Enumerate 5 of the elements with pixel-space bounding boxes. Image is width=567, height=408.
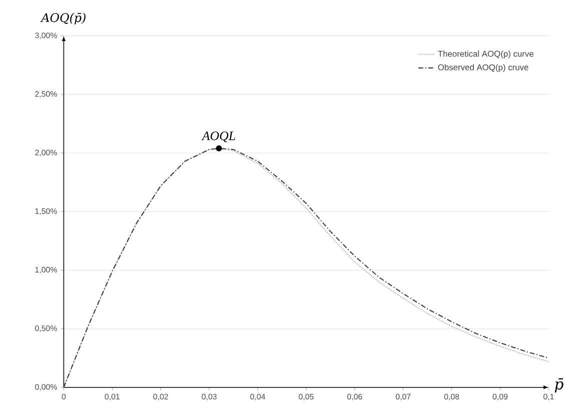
legend-label: Observed AOQ(p) cruve (438, 64, 528, 72)
x-axis-title: p̄ (554, 378, 564, 392)
legend-label: Theoretical AOQ(p) curve (438, 50, 534, 58)
y-axis-title: AOQ(p̄) (40, 12, 86, 24)
annotation: AOQL (201, 131, 236, 142)
